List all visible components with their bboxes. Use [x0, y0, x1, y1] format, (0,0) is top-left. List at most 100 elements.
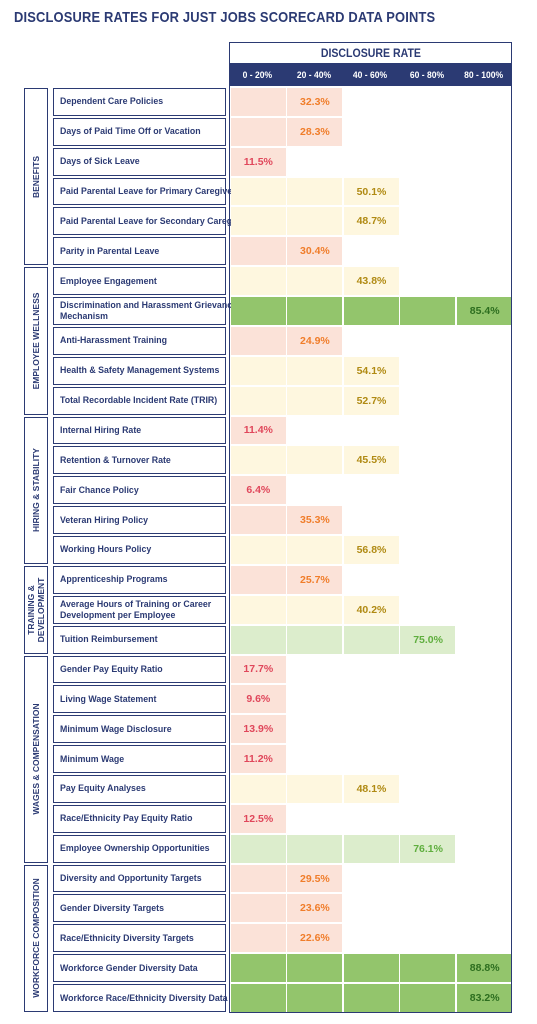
rate-bar-segment — [230, 894, 286, 923]
row-label-text: Gender Pay Equity Ratio — [60, 663, 163, 674]
row-label-text: Average Hours of Training or Career Deve… — [60, 598, 212, 620]
rate-bar-segment — [230, 655, 286, 684]
category-label: TRAINING & DEVELOPMENT — [26, 577, 46, 643]
rate-bar-segment — [230, 237, 286, 266]
rate-bar-segment — [230, 416, 286, 445]
row-label-text: Minimum Wage Disclosure — [60, 723, 172, 734]
rate-value-label: 11.2% — [243, 753, 273, 766]
rate-bar-segment — [456, 984, 512, 1012]
category-box: TRAINING & DEVELOPMENT — [24, 565, 48, 654]
rate-bar-segment — [343, 297, 399, 325]
rate-value-label: 32.3% — [300, 95, 330, 108]
rate-value-label: 40.2% — [356, 603, 387, 616]
rate-bar-segment — [230, 924, 286, 953]
rate-bar-segment — [287, 595, 343, 624]
rate-value-label: 9.6% — [246, 693, 271, 706]
row-label: Tuition Reimbursement — [53, 625, 226, 654]
row-label: Living Wage Statement — [53, 685, 226, 714]
rate-bar-segment — [287, 834, 343, 863]
rate-bar-segment — [287, 894, 343, 923]
row-label: Total Recordable Incident Rate (TRIR) — [53, 386, 226, 415]
category-label: EMPLOYEE WELLNESS — [31, 292, 41, 390]
disclosure-rate-header: DISCLOSURE RATE — [229, 42, 512, 64]
bin-label: 20 - 40% — [296, 69, 332, 81]
row-label: Gender Diversity Targets — [53, 894, 226, 923]
row-label-text: Discrimination and Harassment Grievance … — [60, 300, 237, 321]
category-box: EMPLOYEE WELLNESS — [24, 267, 48, 415]
row-label: Minimum Wage Disclosure — [53, 715, 226, 744]
row-label: Days of Sick Leave — [53, 147, 226, 176]
row-label: Dependent Care Policies — [53, 88, 226, 116]
rate-bar-segment — [230, 804, 286, 833]
rate-bar-segment — [287, 984, 343, 1012]
row-label-text: Internal Hiring Rate — [60, 424, 142, 435]
bin-header: 60 - 80% — [399, 64, 456, 86]
row-label: Health & Safety Management Systems — [53, 356, 226, 385]
rate-bar-segment — [230, 775, 286, 803]
rate-value-label: 88.8% — [469, 962, 500, 975]
row-label: Diversity and Opportunity Targets — [53, 864, 226, 893]
row-label-text: Fair Chance Policy — [60, 484, 139, 495]
rate-bar-segment — [456, 954, 512, 983]
row-label: Employee Engagement — [53, 267, 226, 296]
rate-value-label: 28.3% — [300, 125, 330, 138]
category-box: HIRING & STABILITY — [24, 416, 48, 564]
disclosure-rate-header-label: DISCLOSURE RATE — [320, 46, 421, 60]
rate-value-label: 52.7% — [356, 394, 387, 407]
rate-bar-segment — [230, 297, 286, 325]
row-label-text: Anti-Harassment Training — [60, 335, 168, 346]
row-label: Race/Ethnicity Diversity Targets — [53, 924, 226, 953]
bin-header: 80 - 100% — [455, 64, 512, 86]
bin-header: 40 - 60% — [342, 64, 399, 86]
row-label-text: Employee Ownership Opportunities — [60, 843, 210, 854]
rate-bar-segment — [343, 984, 399, 1012]
row-label-text: Minimum Wage — [60, 753, 125, 764]
rate-bar-segment — [287, 864, 343, 893]
bin-label: 80 - 100% — [464, 69, 504, 81]
rate-bar-segment — [400, 625, 456, 654]
rate-value-label: 48.1% — [356, 782, 387, 795]
rate-bar-segment — [230, 476, 286, 505]
rate-value-label: 25.7% — [300, 573, 330, 586]
row-label: Parity in Parental Leave — [53, 237, 226, 266]
row-label: Pay Equity Analyses — [53, 775, 226, 803]
rate-value-label: 22.6% — [300, 932, 330, 945]
row-label-text: Veteran Hiring Policy — [60, 514, 148, 525]
rate-bar-segment — [230, 267, 286, 296]
rate-bar-segment — [343, 386, 399, 415]
row-label-text: Retention & Turnover Rate — [60, 454, 171, 465]
row-label: Minimum Wage — [53, 745, 226, 773]
rate-value-label: 6.4% — [246, 484, 271, 497]
rate-bar-segment — [287, 536, 343, 564]
rate-bar-segment — [230, 446, 286, 475]
rate-bar-segment — [230, 595, 286, 624]
rate-bar-segment — [230, 565, 286, 594]
rate-value-label: 85.4% — [469, 305, 500, 317]
rate-value-label: 54.1% — [356, 364, 387, 377]
category-label: HIRING & STABILITY — [31, 448, 41, 533]
row-label-text: Paid Parental Leave for Secondary Caregi… — [60, 215, 253, 226]
rate-bar-segment — [343, 536, 399, 564]
row-label-text: Days of Paid Time Off or Vacation — [60, 126, 201, 137]
chart-title: DISCLOSURE RATES FOR JUST JOBS SCORECARD… — [14, 9, 436, 26]
row-label-text: Working Hours Policy — [60, 544, 152, 555]
rate-bar-segment — [230, 177, 286, 206]
row-label-text: Workforce Gender Diversity Data — [60, 962, 198, 973]
rate-value-label: 45.5% — [356, 454, 387, 467]
rate-bar-segment — [400, 297, 456, 325]
category-label: WORKFORCE COMPOSITION — [31, 878, 41, 999]
row-label: Internal Hiring Rate — [53, 416, 226, 445]
row-label-text: Diversity and Opportunity Targets — [60, 873, 202, 884]
rate-bar-segment — [287, 267, 343, 296]
rate-bar-segment — [287, 177, 343, 206]
rate-bar-segment — [343, 954, 399, 983]
row-label: Apprenticeship Programs — [53, 565, 226, 594]
rate-bar-segment — [400, 954, 456, 983]
row-label: Race/Ethnicity Pay Equity Ratio — [53, 804, 226, 833]
rate-bar-segment — [230, 954, 286, 983]
rate-bar-segment — [287, 924, 343, 953]
rate-bar-segment — [400, 984, 456, 1012]
rate-value-label: 35.3% — [300, 514, 330, 527]
row-label: Paid Parental Leave for Primary Caregive… — [53, 177, 240, 206]
row-label-text: Parity in Parental Leave — [60, 245, 160, 256]
